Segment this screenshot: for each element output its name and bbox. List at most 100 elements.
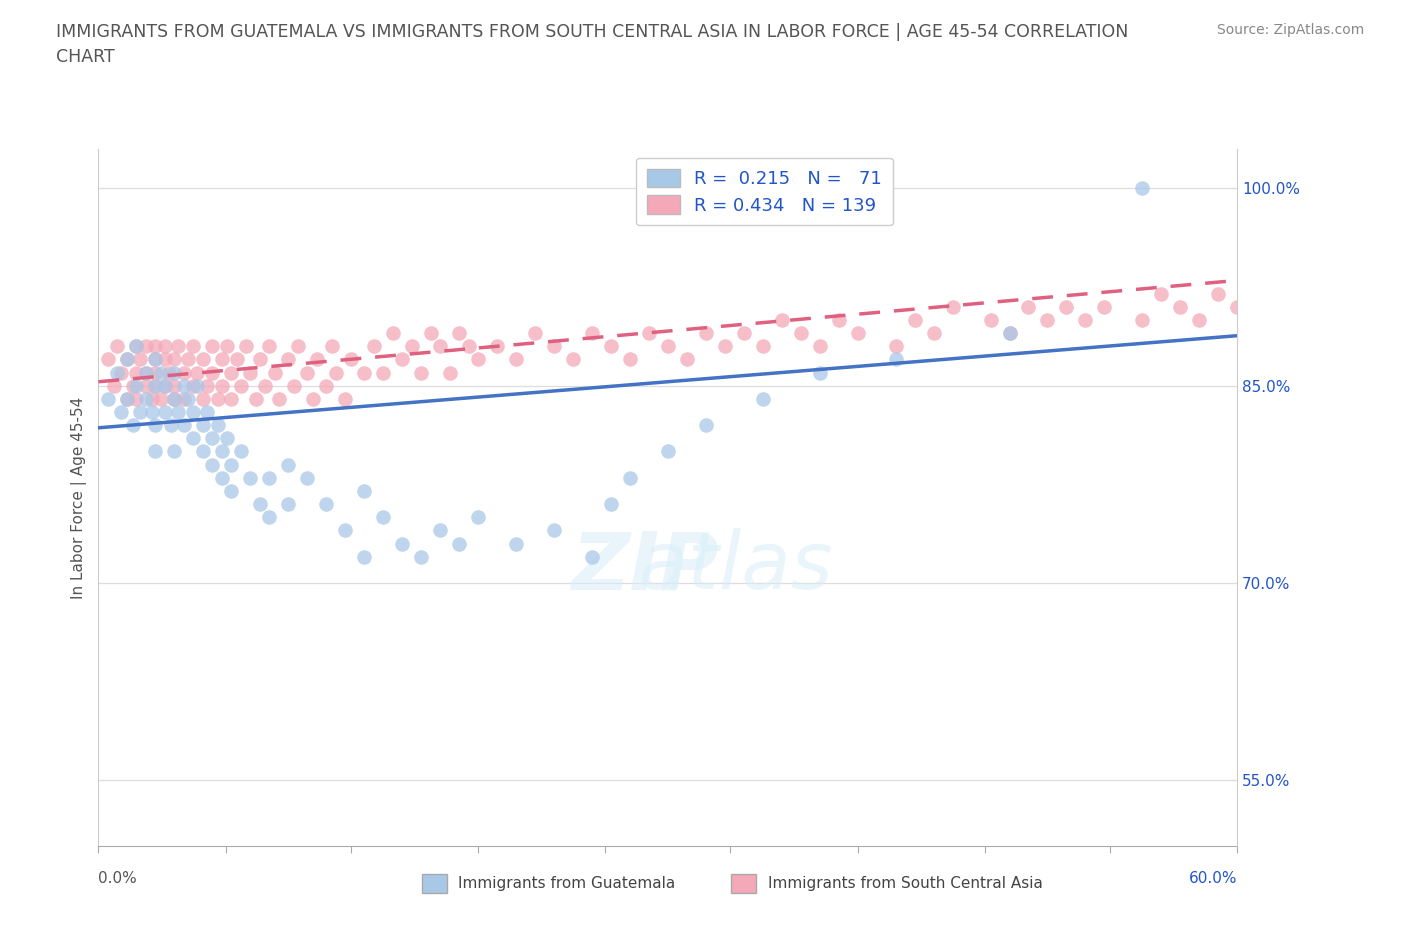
Point <box>115 392 138 406</box>
Point <box>125 392 148 406</box>
Point <box>207 418 229 432</box>
Point <box>1398 773 1406 788</box>
Point <box>297 471 319 485</box>
Point <box>401 339 423 353</box>
Point <box>259 510 281 525</box>
Point <box>217 431 239 445</box>
Point <box>107 365 129 380</box>
Point <box>145 444 167 458</box>
Point <box>449 537 471 551</box>
Point <box>145 352 167 366</box>
Point <box>277 458 299 472</box>
Point <box>153 379 176 393</box>
Point <box>129 405 152 419</box>
Point <box>239 471 262 485</box>
Point <box>239 365 262 380</box>
Point <box>1378 273 1400 288</box>
Point <box>315 497 337 512</box>
Point <box>657 339 679 353</box>
Point <box>287 339 309 353</box>
Point <box>141 405 163 419</box>
Point <box>363 339 385 353</box>
Point <box>183 431 205 445</box>
Point <box>121 418 143 432</box>
Point <box>391 537 413 551</box>
Point <box>543 339 565 353</box>
Point <box>638 326 661 340</box>
Point <box>121 379 143 393</box>
Point <box>135 379 157 393</box>
Point <box>211 444 233 458</box>
Point <box>657 444 679 458</box>
Point <box>150 365 173 380</box>
Point <box>115 352 138 366</box>
Point <box>752 392 775 406</box>
Point <box>752 339 775 353</box>
Point <box>373 510 395 525</box>
Point <box>1056 299 1078 314</box>
Point <box>619 352 641 366</box>
Point <box>467 510 489 525</box>
Point <box>381 326 404 340</box>
Point <box>714 339 737 353</box>
Point <box>828 312 851 327</box>
Point <box>505 537 527 551</box>
Point <box>619 471 641 485</box>
Point <box>173 392 195 406</box>
Point <box>145 339 167 353</box>
Text: IMMIGRANTS FROM GUATEMALA VS IMMIGRANTS FROM SOUTH CENTRAL ASIA IN LABOR FORCE |: IMMIGRANTS FROM GUATEMALA VS IMMIGRANTS … <box>56 23 1129 41</box>
Point <box>145 379 167 393</box>
Point <box>1036 312 1059 327</box>
Point <box>770 312 793 327</box>
Point <box>150 392 173 406</box>
Point <box>1150 286 1173 301</box>
Point <box>922 326 945 340</box>
Point <box>695 326 717 340</box>
Point <box>695 418 717 432</box>
Point <box>221 392 243 406</box>
Point <box>1188 312 1211 327</box>
Point <box>201 458 224 472</box>
Point <box>176 392 198 406</box>
Point <box>998 326 1021 340</box>
Point <box>217 339 239 353</box>
Point <box>259 471 281 485</box>
Point <box>153 352 176 366</box>
Point <box>884 339 907 353</box>
Point <box>429 339 451 353</box>
Point <box>808 339 831 353</box>
Point <box>297 365 319 380</box>
Point <box>790 326 813 340</box>
Point <box>1246 286 1268 301</box>
Point <box>173 379 195 393</box>
Point <box>264 365 287 380</box>
Point <box>201 365 224 380</box>
Point <box>110 405 132 419</box>
Point <box>163 352 186 366</box>
Point <box>505 352 527 366</box>
Point <box>676 352 699 366</box>
Point <box>221 365 243 380</box>
Point <box>439 365 461 380</box>
Point <box>115 392 138 406</box>
Point <box>1226 299 1249 314</box>
Point <box>980 312 1002 327</box>
Point <box>1322 286 1344 301</box>
Point <box>167 339 190 353</box>
Point <box>467 352 489 366</box>
Point <box>335 523 357 538</box>
Point <box>191 352 214 366</box>
Point <box>145 379 167 393</box>
Point <box>183 405 205 419</box>
Point <box>235 339 257 353</box>
Point <box>562 352 585 366</box>
Point <box>97 392 120 406</box>
Point <box>1018 299 1040 314</box>
Point <box>411 550 433 565</box>
Point <box>808 365 831 380</box>
Point <box>1074 312 1097 327</box>
Point <box>411 365 433 380</box>
Point <box>353 365 375 380</box>
Point <box>373 365 395 380</box>
Point <box>226 352 249 366</box>
